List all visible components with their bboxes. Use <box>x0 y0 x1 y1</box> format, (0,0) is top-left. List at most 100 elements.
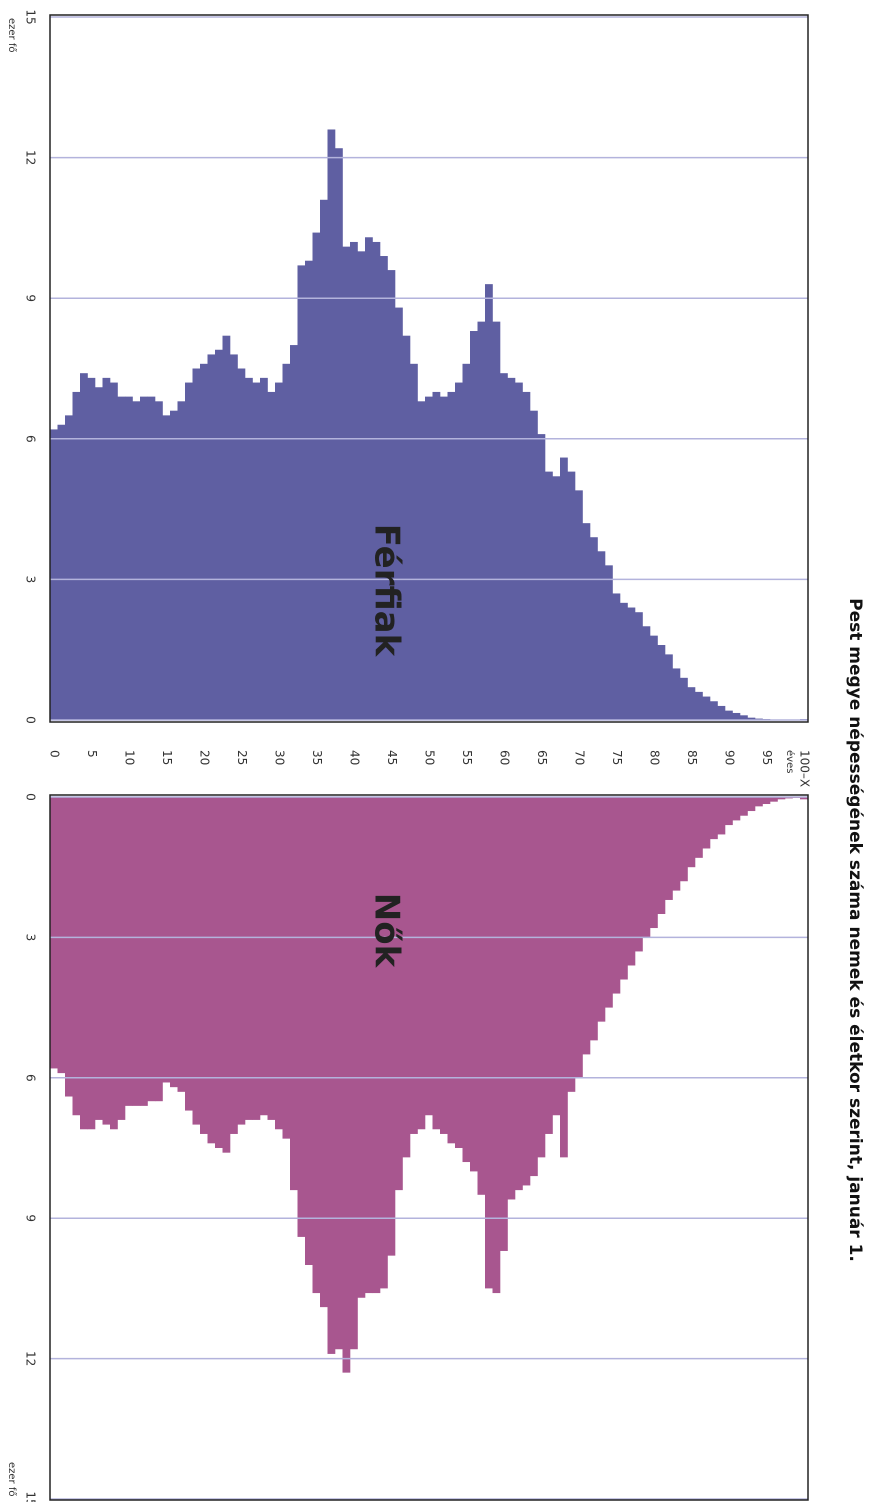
bar <box>320 797 328 1308</box>
bar <box>507 377 516 720</box>
bar <box>440 396 448 720</box>
bar <box>305 260 313 720</box>
bar <box>575 490 583 720</box>
bar <box>597 551 606 720</box>
bar <box>327 797 336 1354</box>
x-tick-label: 25 <box>235 750 249 765</box>
bar <box>282 363 291 720</box>
bar <box>192 797 201 1125</box>
bar <box>237 368 246 720</box>
bar <box>620 797 628 980</box>
plot-frame <box>49 14 809 723</box>
bar <box>380 256 388 720</box>
bar <box>87 797 96 1130</box>
y-tick-label: 9 <box>24 294 38 302</box>
bar <box>215 797 223 1148</box>
bar <box>267 391 276 720</box>
bar <box>680 797 688 882</box>
bar <box>335 148 343 720</box>
bar <box>50 797 58 1069</box>
bar <box>185 797 193 1111</box>
x-axis-label: éves <box>784 750 796 773</box>
bar <box>365 797 373 1294</box>
y-axis-label: ezer fő <box>6 18 18 52</box>
y-tick-label: 0 <box>24 793 38 801</box>
bar <box>162 797 171 1083</box>
bar <box>350 241 358 720</box>
bar <box>552 797 561 1116</box>
y-tick-label: 3 <box>24 576 38 584</box>
x-tick-label: 20 <box>197 750 211 765</box>
bar <box>710 797 718 840</box>
bar <box>560 457 568 720</box>
bar <box>425 396 433 720</box>
bar <box>260 797 268 1116</box>
bar <box>537 434 546 720</box>
y-tick-label: 6 <box>24 1074 38 1082</box>
bar <box>537 797 546 1158</box>
bar <box>522 391 531 720</box>
x-tick-label: 80 <box>647 750 661 765</box>
y-tick-label: 3 <box>24 934 38 942</box>
bar <box>290 345 298 720</box>
bar <box>470 797 478 1172</box>
bar <box>342 246 351 720</box>
bar <box>530 797 538 1177</box>
bar <box>470 331 478 720</box>
x-tick-label: 85 <box>685 750 699 765</box>
x-tick-label: 5 <box>85 750 99 758</box>
bar <box>747 797 756 812</box>
bar <box>297 797 306 1237</box>
bar <box>260 377 268 720</box>
bar <box>252 382 261 720</box>
bar <box>477 321 486 720</box>
bar <box>582 797 591 1055</box>
bar <box>642 626 651 720</box>
plot-frame <box>49 794 809 1501</box>
bar <box>612 797 621 994</box>
bar <box>215 349 223 720</box>
bar <box>350 797 358 1350</box>
bar <box>507 797 516 1200</box>
bar <box>395 307 403 720</box>
bar <box>605 797 613 1008</box>
bar <box>477 797 486 1195</box>
bar <box>665 797 673 900</box>
bar <box>252 797 261 1120</box>
bar <box>177 401 186 720</box>
bar <box>515 797 523 1191</box>
bar <box>740 797 748 816</box>
bar <box>657 645 666 720</box>
bar <box>402 797 411 1158</box>
bar <box>612 593 621 720</box>
y-tick-label: 12 <box>24 1351 38 1366</box>
bar <box>170 797 178 1088</box>
bar <box>357 797 366 1298</box>
bar <box>222 335 231 720</box>
bar <box>170 410 178 720</box>
bar <box>65 797 73 1097</box>
bar <box>642 797 651 938</box>
bar <box>222 797 231 1153</box>
bar <box>530 410 538 720</box>
bar <box>447 797 456 1144</box>
bar <box>770 797 778 802</box>
bar <box>155 797 163 1102</box>
bar <box>230 797 238 1134</box>
bar <box>627 797 636 966</box>
bar <box>515 382 523 720</box>
x-tick-label: 100–X <box>797 750 811 787</box>
x-tick-label: 50 <box>422 750 436 765</box>
bar <box>672 668 681 720</box>
y-tick-label: 12 <box>24 150 38 165</box>
bar <box>110 797 118 1130</box>
bar <box>65 415 73 720</box>
bar <box>650 797 658 929</box>
bar <box>200 363 208 720</box>
bar <box>207 797 216 1144</box>
bar <box>462 363 471 720</box>
bar <box>545 797 553 1134</box>
bar <box>725 797 733 826</box>
bar <box>395 797 403 1191</box>
bar <box>365 237 373 721</box>
